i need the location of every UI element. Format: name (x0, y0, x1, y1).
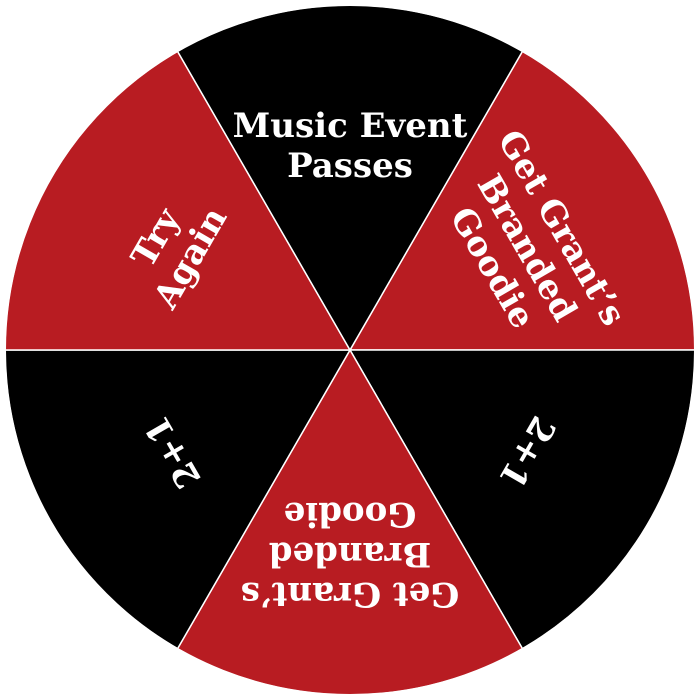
wheel-segment-3-label-line: Goodie (284, 494, 417, 534)
wheel-segment-6-label-line: Music Event (233, 106, 468, 146)
wheel-segment-3-label: Get Grant’sBrandedGoodie (241, 494, 460, 614)
wheel-segment-3-label-line: Branded (269, 534, 432, 574)
wheel-segment-6-label: Music Event Passes (233, 106, 468, 186)
wheel-segment-3-label-line: Get Grant’s (241, 574, 460, 614)
wheel-rim (4, 4, 696, 696)
wheel-segment-6-label-line: Passes (287, 146, 413, 186)
